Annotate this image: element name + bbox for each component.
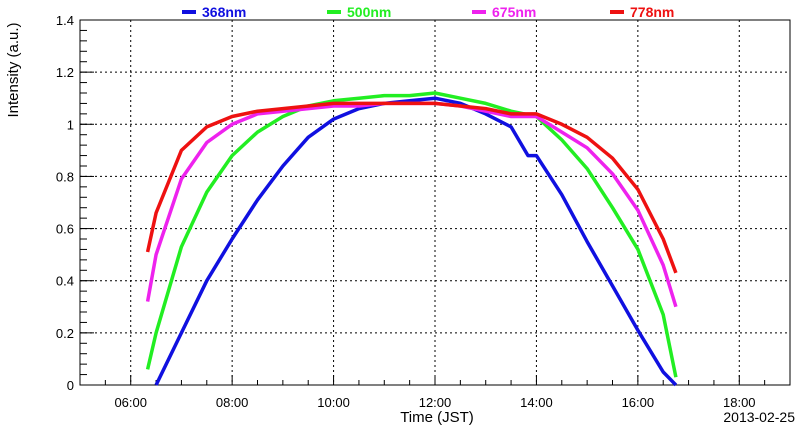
legend-label: 778nm bbox=[630, 4, 674, 20]
y-tick-label: 1.4 bbox=[56, 13, 74, 28]
y-tick-label: 0.2 bbox=[56, 326, 74, 341]
legend-label: 675nm bbox=[492, 4, 536, 20]
grid bbox=[80, 20, 790, 385]
series-line-368nm bbox=[154, 96, 678, 387]
y-axis-title: Intensity (a.u.) bbox=[5, 22, 22, 117]
legend-label: 368nm bbox=[202, 4, 246, 20]
y-tick-label: 0 bbox=[67, 378, 74, 393]
x-tick-label: 10:00 bbox=[317, 395, 350, 410]
series-line-778nm bbox=[145, 101, 678, 274]
y-tick-label: 0.4 bbox=[56, 274, 74, 289]
series-layer bbox=[145, 91, 678, 387]
y-tick-label: 0.8 bbox=[56, 169, 74, 184]
series-line-500nm bbox=[145, 91, 678, 378]
x-tick-label: 18:00 bbox=[723, 395, 756, 410]
x-axis-title: Time (JST) bbox=[400, 409, 474, 426]
y-tick-label: 1.2 bbox=[56, 65, 74, 80]
legend: 368nm 500nm 675nm 778nm bbox=[182, 4, 674, 20]
axis-ticks: 06:00 08:00 10:00 12:00 14:00 16:00 18:00 0 0.2 0… bbox=[56, 13, 766, 410]
x-tick-label: 12:00 bbox=[419, 395, 452, 410]
x-tick-label: 16:00 bbox=[622, 395, 655, 410]
x-tick-label: 14:00 bbox=[520, 395, 553, 410]
series-line-675nm bbox=[145, 101, 678, 308]
date-label: 2013-02-25 bbox=[723, 409, 795, 425]
y-tick-label: 1 bbox=[67, 117, 74, 132]
legend-label: 500nm bbox=[347, 4, 391, 20]
x-tick-label: 08:00 bbox=[216, 395, 249, 410]
x-tick-label: 06:00 bbox=[114, 395, 147, 410]
y-tick-label: 0.6 bbox=[56, 222, 74, 237]
